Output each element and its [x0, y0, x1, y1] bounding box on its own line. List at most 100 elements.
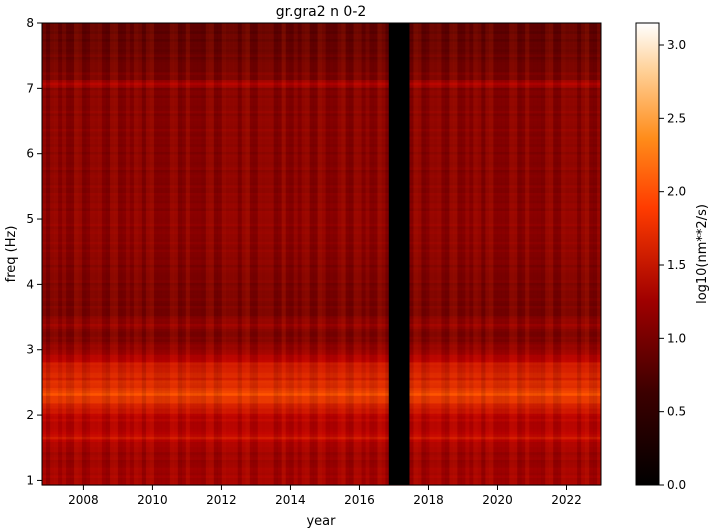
heatmap-row — [42, 377, 601, 381]
heatmap-row — [42, 443, 601, 448]
heatmap-row — [42, 115, 601, 119]
heatmap-column — [421, 23, 426, 485]
heatmap-column — [593, 23, 598, 485]
heatmap-row — [42, 405, 601, 409]
heatmap-column — [581, 23, 586, 485]
heatmap-row — [42, 413, 601, 417]
heatmap-column — [441, 23, 446, 485]
heatmap-row — [42, 92, 601, 96]
heatmap-row — [42, 482, 601, 486]
heatmap-row — [42, 271, 601, 276]
heatmap-column — [541, 23, 546, 485]
heatmap-column — [497, 23, 502, 485]
heatmap-row — [42, 289, 601, 294]
x-axis-label: year — [306, 514, 336, 529]
heatmap-row — [42, 464, 601, 468]
heatmap-row — [42, 449, 601, 453]
y-tick-label: 5 — [26, 212, 34, 226]
heatmap-column — [429, 23, 434, 485]
heatmap-column — [265, 23, 270, 485]
heatmap-column — [477, 23, 482, 485]
heatmap-row — [42, 166, 601, 170]
heatmap-row — [42, 105, 601, 109]
heatmap-row — [42, 187, 601, 191]
heatmap-row — [42, 310, 601, 314]
heatmap-column — [413, 23, 418, 485]
heatmap-column — [341, 23, 346, 485]
x-tick-label: 2020 — [482, 493, 513, 507]
heatmap-column — [357, 23, 362, 485]
y-tick-label: 4 — [26, 277, 34, 291]
colorbar-tick-label: 0.0 — [667, 478, 686, 492]
heatmap-row — [42, 164, 601, 168]
heatmap-row — [42, 153, 601, 158]
heatmap-column — [165, 23, 171, 485]
heatmap-row — [42, 261, 601, 265]
heatmap-column — [185, 23, 191, 485]
heatmap-column — [445, 23, 450, 485]
heatmap-column — [213, 23, 218, 485]
heatmap-row — [42, 112, 601, 116]
heatmap-column — [305, 23, 310, 485]
heatmap-column — [217, 23, 222, 485]
heatmap-row — [42, 133, 601, 137]
heatmap-column — [453, 23, 458, 485]
heatmap-row — [42, 395, 601, 399]
x-tick-label: 2010 — [137, 493, 168, 507]
heatmap-column — [53, 23, 59, 485]
heatmap-column — [517, 23, 522, 485]
heatmap-row — [42, 182, 601, 186]
heatmap-column — [297, 23, 302, 485]
heatmap-row — [42, 48, 601, 52]
heatmap-row — [42, 74, 601, 78]
heatmap-row — [42, 366, 601, 371]
heatmap-row — [42, 300, 601, 304]
heatmap-column — [273, 23, 278, 485]
heatmap-row — [42, 382, 601, 386]
heatmap-row — [42, 256, 601, 260]
heatmap-row — [42, 71, 601, 75]
heatmap-row — [42, 251, 601, 255]
heatmap-row — [42, 469, 601, 473]
heatmap-column — [521, 23, 526, 485]
heatmap-row — [42, 174, 601, 178]
colorbar-tick-label: 2.0 — [667, 185, 686, 199]
heatmap-row — [42, 23, 601, 27]
heatmap-column — [293, 23, 298, 485]
heatmap-row — [42, 128, 601, 132]
heatmap-row — [42, 243, 601, 247]
colorbar-gradient — [635, 22, 660, 486]
heatmap-column — [449, 23, 454, 485]
heatmap-row — [42, 248, 601, 253]
colorbar: 0.0 0.5 1.0 1.5 2.0 2.5 3.0 log10(nm**2/s) — [635, 22, 710, 492]
heatmap-row — [42, 307, 601, 312]
heatmap-column — [501, 23, 506, 485]
heatmap-rows — [42, 23, 601, 486]
heatmap-row — [42, 79, 601, 83]
colorbar-label: log10(nm**2/s) — [695, 204, 710, 304]
heatmap-row — [42, 400, 601, 404]
heatmap-column — [553, 23, 558, 485]
colorbar-tick-label: 2.5 — [667, 111, 686, 125]
heatmap-column — [241, 23, 246, 485]
heatmap-row — [42, 418, 601, 422]
heatmap-row — [42, 369, 601, 373]
heatmap-column — [109, 23, 115, 485]
heatmap-column — [349, 23, 354, 485]
heatmap-row — [42, 210, 601, 214]
heatmap-row — [42, 402, 601, 407]
heatmap-column — [125, 23, 131, 485]
heatmap-column — [325, 23, 330, 485]
heatmap-row — [42, 64, 601, 68]
heatmap-column — [545, 23, 550, 485]
heatmap-row — [42, 233, 601, 237]
heatmap-column — [133, 23, 139, 485]
heatmap-column — [141, 23, 147, 485]
heatmap-row — [42, 110, 601, 114]
heatmap-row — [42, 379, 601, 383]
heatmap-row — [42, 423, 601, 427]
heatmap-column — [285, 23, 290, 485]
heatmap-row — [42, 61, 601, 65]
heatmap-row — [42, 354, 601, 358]
